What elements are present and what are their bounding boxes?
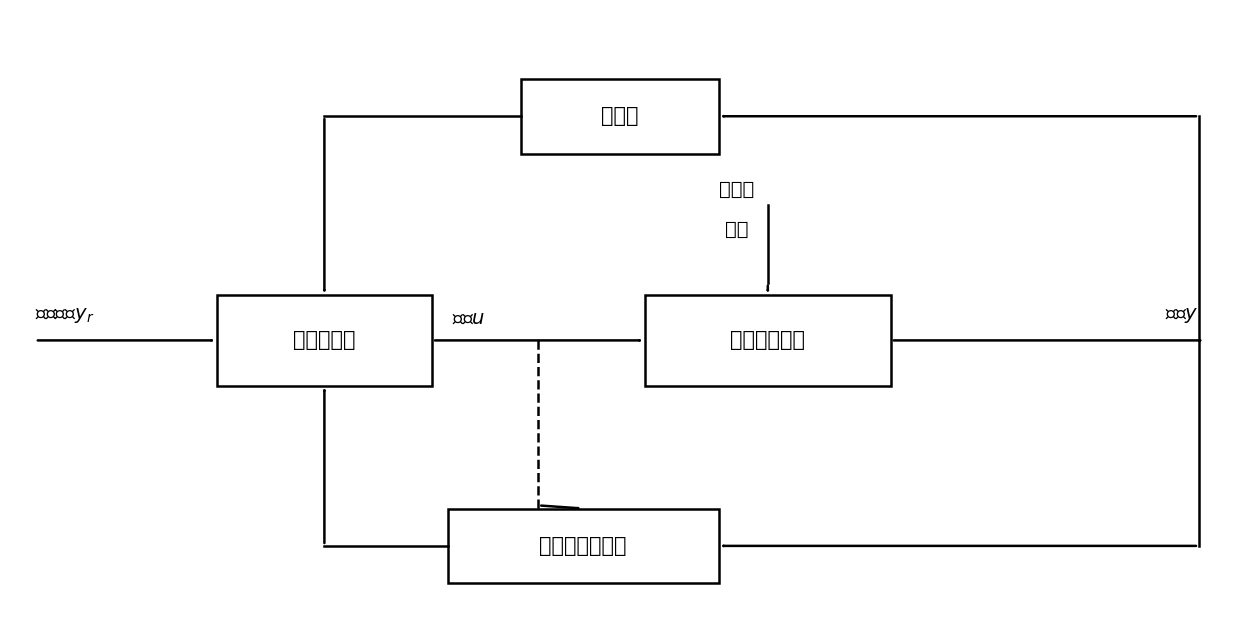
Text: 故障: 故障: [725, 220, 749, 239]
Bar: [522, 79, 718, 153]
Text: 执行器: 执行器: [719, 180, 755, 199]
Text: 预测控制器: 预测控制器: [293, 331, 356, 350]
Text: 二阶滑模观测器: 二阶滑模观测器: [539, 536, 626, 556]
Bar: [645, 295, 892, 386]
Text: 期望输出$y_r$: 期望输出$y_r$: [35, 306, 94, 325]
Text: 输出$y$: 输出$y$: [1166, 306, 1199, 325]
Text: 输入$u$: 输入$u$: [453, 309, 486, 328]
Bar: [217, 295, 433, 386]
Bar: [448, 509, 718, 583]
Text: 传感器: 传感器: [601, 106, 639, 126]
Text: 四旋翼飞行器: 四旋翼飞行器: [730, 331, 805, 350]
